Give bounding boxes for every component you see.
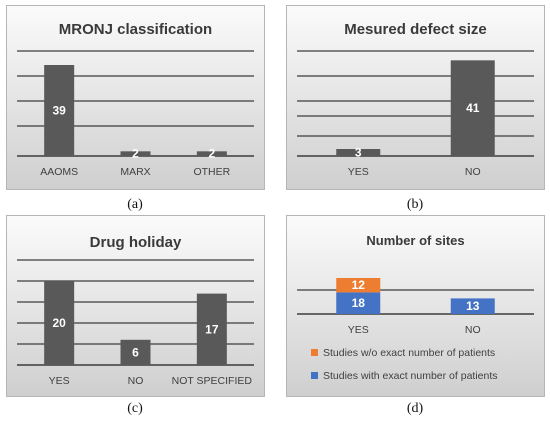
chart-d-legend-swatch-studies-with-exact-number-of-patients: [311, 372, 318, 379]
chart-a-data-label-aaoms: 39: [52, 104, 66, 118]
chart-b-title: Mesured defect size: [344, 21, 487, 38]
caption-a: (a): [127, 197, 143, 212]
chart-c: Drug holiday 20 YES 6 NO 17 NOT SPECIFIED: [17, 234, 254, 387]
chart-d-bar-yes-studies-w-o-exact-number-of-patients: [336, 278, 381, 293]
chart-c-bar-no: [120, 339, 151, 365]
chart-d-data-label-yes-studies-with-exact-number-of-patients: 18: [352, 296, 366, 310]
chart-c-title: Drug holiday: [90, 234, 182, 251]
caption-c: (c): [127, 401, 143, 416]
chart-c-data-label-not-specified: 17: [205, 322, 219, 336]
chart-d-legend-label-studies-w-o-exact-number-of-patients: Studies w/o exact number of patients: [323, 347, 495, 359]
chart-b-bar-yes: [336, 149, 381, 156]
chart-d-tick-no: NO: [465, 324, 481, 336]
chart-c-data-label-yes: 20: [52, 316, 66, 330]
chart-d-legend-swatch-studies-w-o-exact-number-of-patients: [311, 349, 318, 356]
chart-frame-c: Drug holiday 20 YES 6 NO 17 NOT SPECIFIED: [6, 215, 265, 397]
chart-c-bar-not-specified: [196, 293, 227, 365]
chart-b-data-label-yes: 3: [355, 146, 362, 160]
chart-a-bar-aaoms: [44, 65, 75, 156]
caption-d: (d): [406, 401, 424, 416]
chart-a-tick-marx: MARX: [120, 166, 150, 178]
chart-a-data-label-marx: 2: [132, 147, 139, 161]
chart-b-data-label-no: 41: [466, 101, 480, 115]
chart-a-data-label-other: 2: [208, 147, 215, 161]
chart-d: Number of sites 18 12 YES 13 NO Studies w/o ex…: [297, 233, 534, 382]
chart-d-bar-no-studies-with-exact-number-of-patients: [450, 298, 495, 314]
caption-b: (b): [406, 197, 424, 212]
chart-c-data-label-no: 6: [132, 345, 139, 359]
chart-a: MRONJ classification 39 AAOMS 2 MARX 2 OTHER: [17, 21, 254, 178]
chart-b: Mesured defect size 3 YES 41 NO: [297, 21, 534, 178]
chart-frame-b: Mesured defect size 3 YES 41 NO: [286, 5, 545, 190]
chart-d-legend-label-studies-with-exact-number-of-patients: Studies with exact number of patients: [323, 370, 498, 382]
chart-frame-d: Number of sites 18 12 YES 13 NO Studies w/o ex…: [286, 215, 545, 397]
chart-b-tick-no: NO: [465, 166, 481, 178]
chart-d-bar-yes-studies-with-exact-number-of-patients: [336, 292, 381, 314]
chart-b-tick-yes: YES: [348, 166, 369, 178]
chart-c-tick-yes: YES: [49, 375, 70, 387]
chart-a-bar-other: [196, 151, 227, 156]
chart-a-tick-other: OTHER: [193, 166, 230, 178]
chart-a-title: MRONJ classification: [59, 21, 212, 38]
chart-d-title: Number of sites: [366, 233, 464, 248]
chart-d-data-label-no-studies-with-exact-number-of-patients: 13: [466, 299, 480, 313]
chart-a-bar-marx: [120, 151, 151, 156]
chart-d-data-label-yes-studies-w-o-exact-number-of-patients: 12: [352, 278, 366, 292]
chart-c-tick-no: NO: [128, 375, 144, 387]
chart-frame-a: MRONJ classification 39 AAOMS 2 MARX 2 OTHER: [6, 5, 265, 190]
chart-c-tick-not-specified: NOT SPECIFIED: [172, 375, 253, 387]
chart-b-bar-no: [450, 60, 495, 157]
chart-a-tick-aaoms: AAOMS: [40, 166, 78, 178]
chart-c-bar-yes: [44, 281, 75, 365]
chart-d-tick-yes: YES: [348, 324, 369, 336]
